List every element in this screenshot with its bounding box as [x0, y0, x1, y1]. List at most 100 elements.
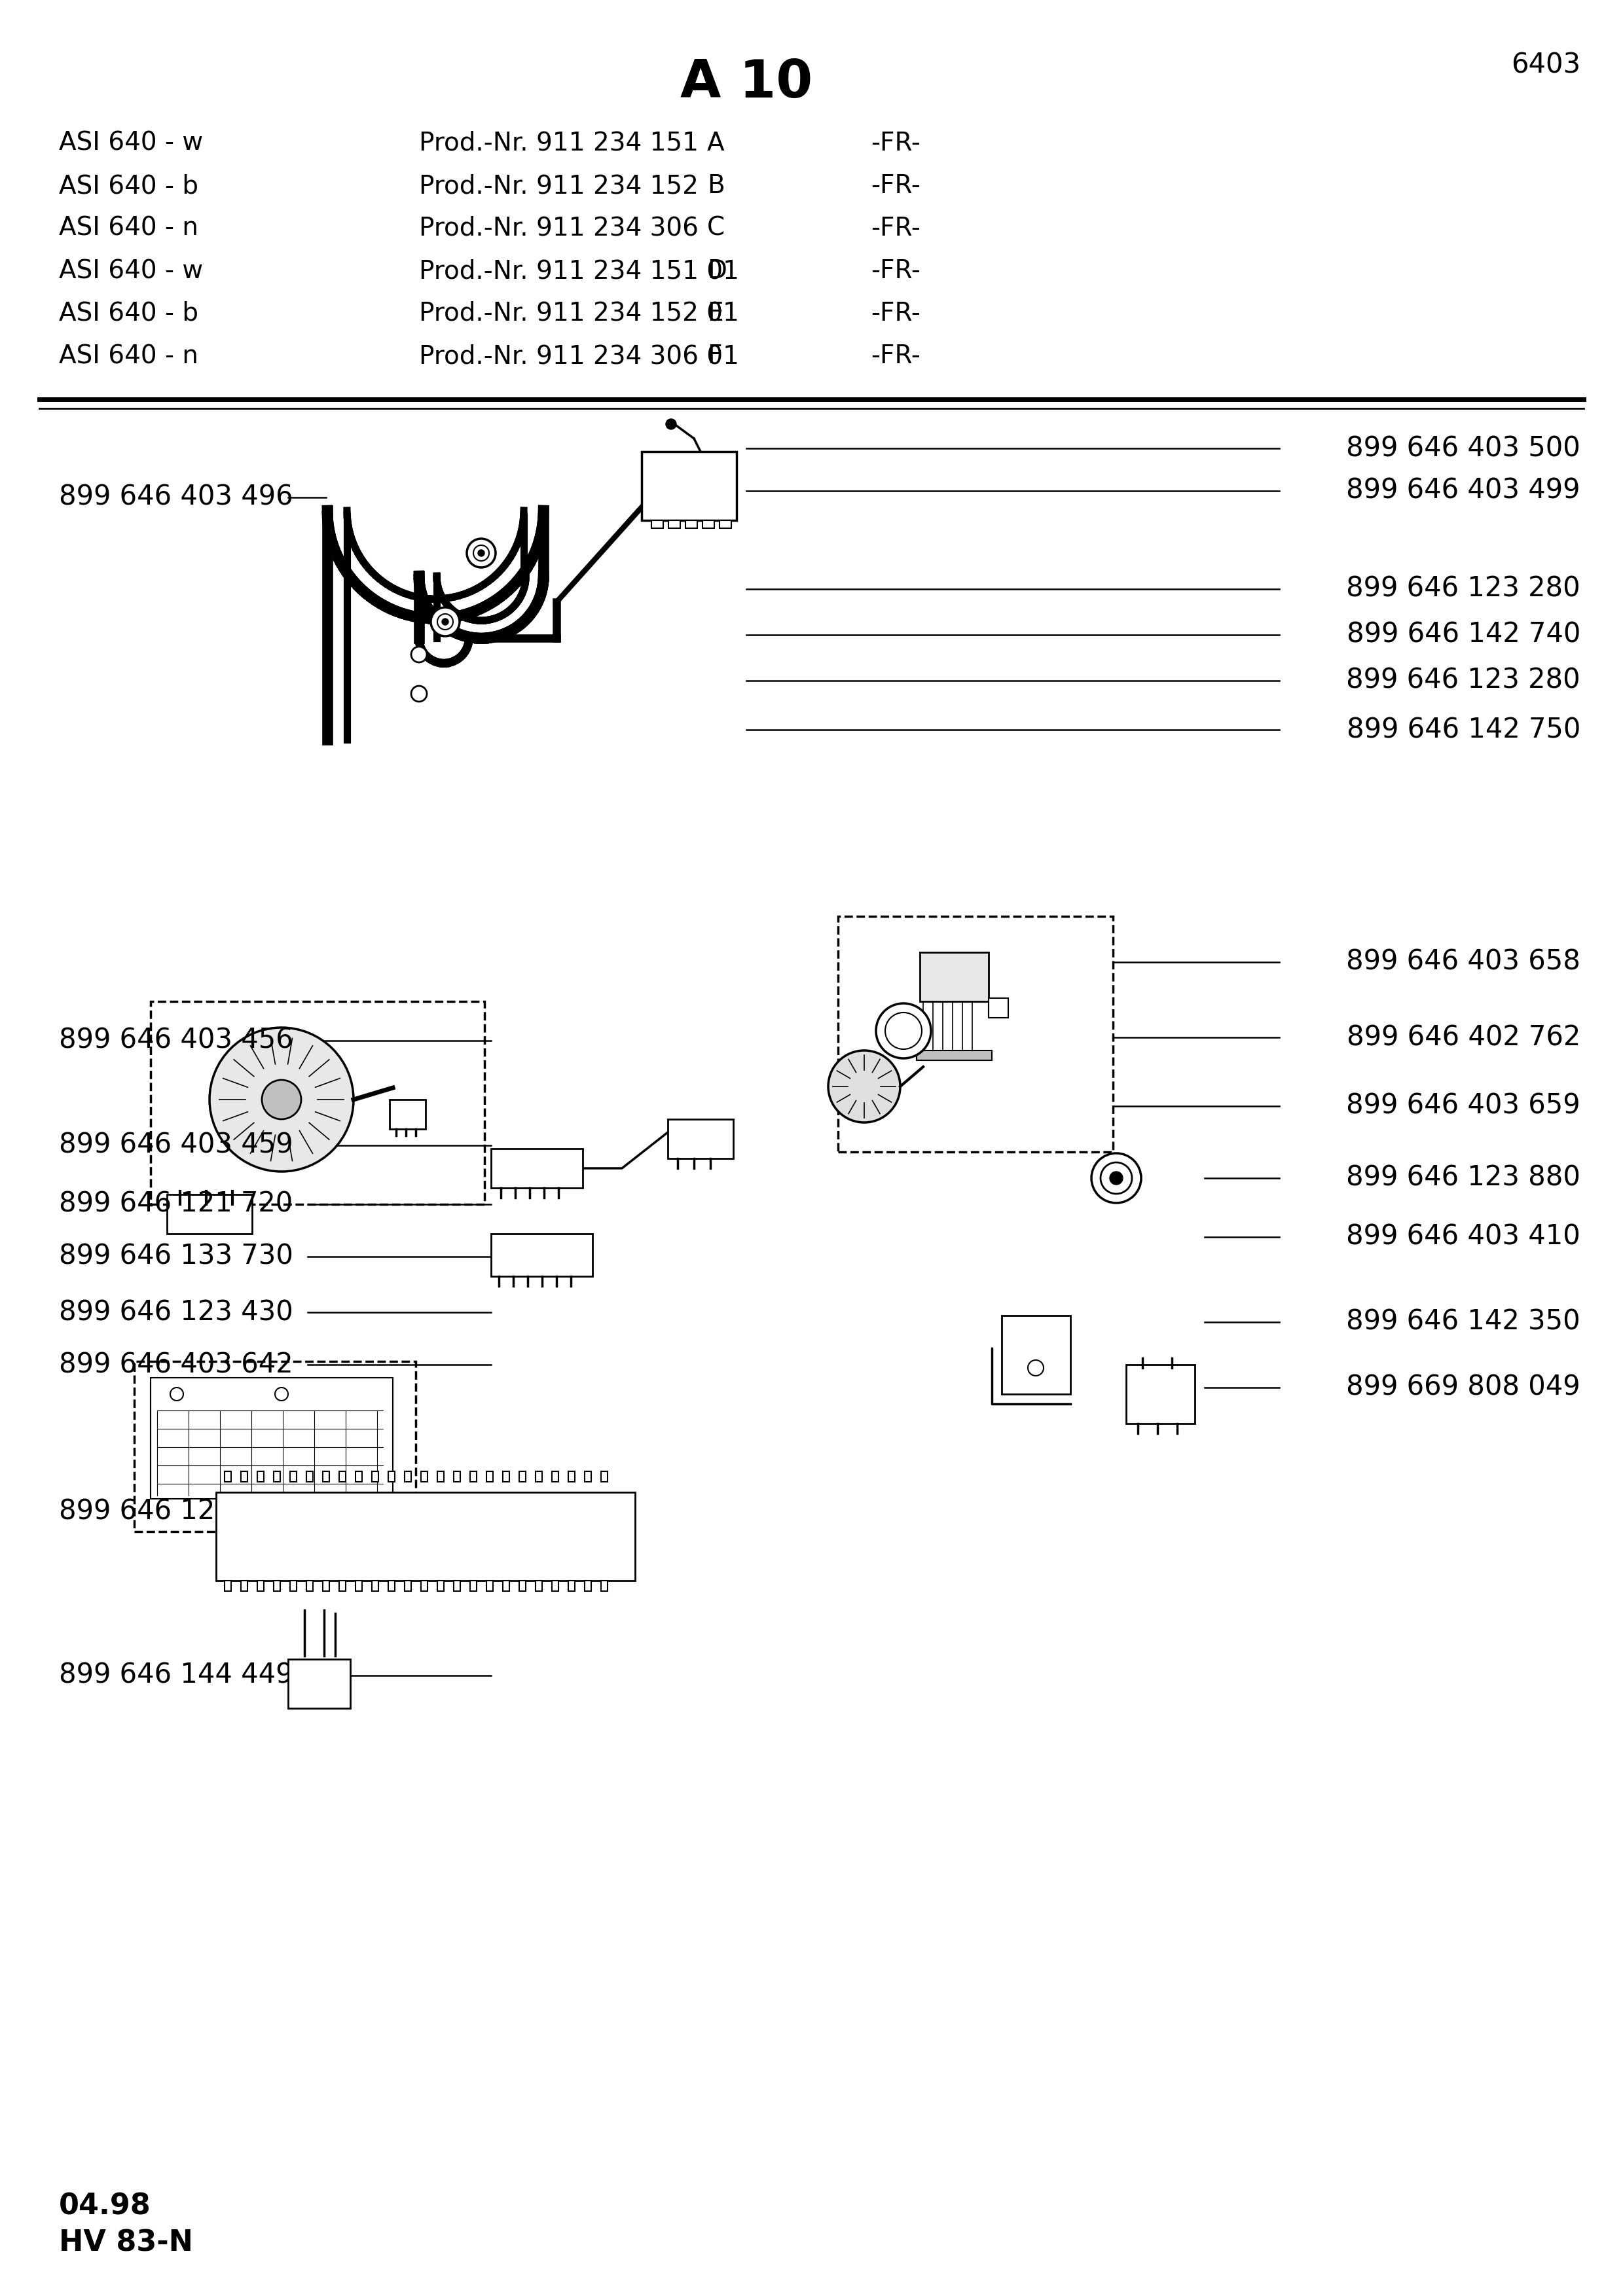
Circle shape	[828, 1052, 901, 1123]
Text: 6403: 6403	[1511, 51, 1581, 78]
Circle shape	[1100, 1162, 1131, 1194]
Bar	[454, 1472, 461, 1481]
Bar	[503, 1472, 510, 1481]
Text: -FR-: -FR-	[872, 259, 920, 282]
Text: 899 646 403 456: 899 646 403 456	[58, 1026, 294, 1054]
Text: 899 646 403 642: 899 646 403 642	[58, 1350, 294, 1378]
Bar	[355, 1472, 362, 1481]
Text: 899 646 142 740: 899 646 142 740	[1347, 622, 1581, 647]
Text: Prod.-Nr. 911 234 151 01: Prod.-Nr. 911 234 151 01	[419, 259, 738, 282]
Text: 899 646 403 500: 899 646 403 500	[1345, 434, 1581, 461]
Text: Prod.-Nr. 911 234 152 01: Prod.-Nr. 911 234 152 01	[419, 301, 738, 326]
Circle shape	[1091, 1153, 1141, 1203]
Bar	[920, 953, 988, 1001]
Text: D: D	[708, 259, 727, 282]
Bar	[224, 1472, 230, 1481]
Text: ASI 640 - n: ASI 640 - n	[58, 216, 198, 241]
Text: Prod.-Nr. 911 234 151: Prod.-Nr. 911 234 151	[419, 131, 698, 156]
Bar	[388, 1472, 394, 1481]
Text: A 10: A 10	[680, 57, 813, 108]
Text: 899 646 403 499: 899 646 403 499	[1347, 478, 1581, 505]
Text: 899 646 142 350: 899 646 142 350	[1347, 1309, 1581, 1336]
Circle shape	[665, 418, 677, 429]
Bar	[584, 1580, 591, 1591]
Bar	[519, 1580, 526, 1591]
Bar	[372, 1580, 378, 1591]
Bar	[601, 1580, 607, 1591]
Bar	[323, 1472, 329, 1481]
Text: Prod.-Nr. 911 234 152: Prod.-Nr. 911 234 152	[419, 174, 698, 197]
Bar	[274, 1472, 281, 1481]
Bar	[1126, 1364, 1195, 1424]
Circle shape	[477, 549, 485, 556]
Bar	[552, 1580, 558, 1591]
Bar	[216, 1492, 635, 1580]
Text: Prod.-Nr. 911 234 306 01: Prod.-Nr. 911 234 306 01	[419, 344, 738, 367]
Text: 899 646 123 280: 899 646 123 280	[1347, 666, 1581, 693]
Circle shape	[411, 647, 427, 661]
Bar	[291, 1472, 297, 1481]
Circle shape	[274, 1387, 287, 1401]
Bar	[323, 1580, 329, 1591]
Bar	[240, 1580, 247, 1591]
Circle shape	[411, 687, 427, 703]
Text: 899 646 123 430: 899 646 123 430	[58, 1300, 294, 1327]
Bar	[685, 521, 698, 528]
Text: ASI 640 - b: ASI 640 - b	[58, 301, 198, 326]
Bar	[669, 521, 680, 528]
Bar	[487, 1472, 493, 1481]
Text: Prod.-Nr. 911 234 306: Prod.-Nr. 911 234 306	[419, 216, 698, 241]
Text: A: A	[708, 131, 724, 156]
Circle shape	[209, 1029, 354, 1171]
Bar	[492, 1148, 583, 1187]
Bar	[339, 1580, 346, 1591]
Text: 899 646 123 880: 899 646 123 880	[1345, 1164, 1581, 1192]
Text: 04.98: 04.98	[58, 2193, 151, 2220]
Text: -FR-: -FR-	[872, 131, 920, 156]
Bar	[307, 1472, 313, 1481]
Bar	[404, 1580, 411, 1591]
Bar	[454, 1580, 461, 1591]
Circle shape	[876, 1003, 932, 1058]
Text: 899 646 403 658: 899 646 403 658	[1345, 948, 1581, 976]
Text: ASI 640 - n: ASI 640 - n	[58, 344, 198, 367]
Bar	[390, 1100, 425, 1130]
Circle shape	[441, 618, 448, 625]
Bar	[224, 1580, 230, 1591]
Bar	[703, 521, 714, 528]
Text: 899 646 403 496: 899 646 403 496	[58, 484, 294, 512]
Circle shape	[1110, 1171, 1123, 1185]
Text: 899 646 402 762: 899 646 402 762	[1347, 1024, 1581, 1052]
Text: 899 646 403 459: 899 646 403 459	[58, 1132, 294, 1159]
Circle shape	[430, 608, 459, 636]
FancyBboxPatch shape	[151, 1001, 485, 1205]
Text: 899 669 808 049: 899 669 808 049	[1347, 1373, 1581, 1401]
Text: 899 646 142 750: 899 646 142 750	[1347, 716, 1581, 744]
Bar	[1001, 1316, 1071, 1394]
Bar	[601, 1472, 607, 1481]
Circle shape	[1027, 1359, 1044, 1375]
Bar	[988, 999, 1008, 1017]
Bar	[258, 1472, 265, 1481]
Bar	[355, 1580, 362, 1591]
Text: 899 646 126 753: 899 646 126 753	[58, 1499, 294, 1525]
Bar	[258, 1580, 265, 1591]
Circle shape	[437, 613, 453, 629]
Bar	[641, 452, 737, 521]
Text: B: B	[708, 174, 724, 197]
Bar	[372, 1472, 378, 1481]
FancyBboxPatch shape	[135, 1362, 415, 1531]
Text: 899 646 133 730: 899 646 133 730	[58, 1242, 294, 1270]
Bar	[471, 1580, 477, 1591]
Bar	[552, 1472, 558, 1481]
Bar	[471, 1472, 477, 1481]
Text: ASI 640 - b: ASI 640 - b	[58, 174, 198, 197]
Text: -FR-: -FR-	[872, 344, 920, 367]
Bar	[584, 1472, 591, 1481]
Bar	[240, 1472, 247, 1481]
Text: 899 646 403 410: 899 646 403 410	[1345, 1224, 1581, 1251]
Bar	[287, 1660, 351, 1708]
Bar	[667, 1118, 734, 1159]
Circle shape	[467, 540, 495, 567]
Bar	[274, 1580, 281, 1591]
